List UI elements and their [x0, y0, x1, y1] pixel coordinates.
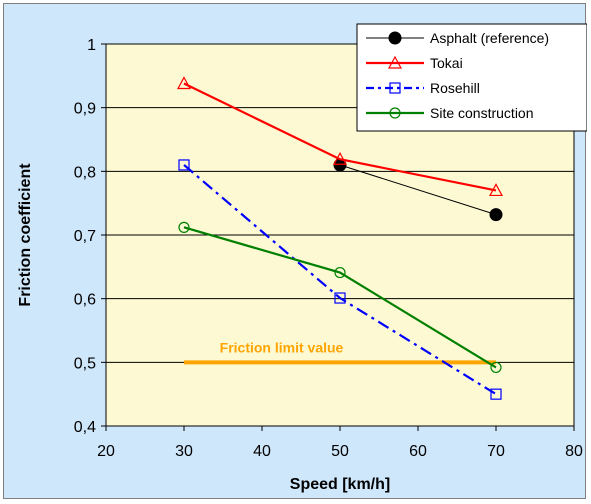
y-tick-label: 0,5	[74, 355, 96, 372]
axes	[101, 43, 575, 431]
data-point	[490, 388, 502, 400]
y-tick-label: 0,6	[74, 292, 96, 309]
series-line-1	[183, 82, 497, 192]
legend: Asphalt (reference) Tokai Rosehill Site con…	[356, 23, 587, 132]
series-line-2	[183, 164, 497, 396]
legend-label: Asphalt (reference)	[430, 30, 549, 46]
x-tick-label: 40	[253, 443, 271, 460]
data-point	[334, 266, 346, 279]
data-point	[490, 361, 502, 374]
y-axis-ticks: 0,4 0,5 0,6 0,7 0,8 0,9 1	[74, 37, 96, 436]
x-tick-label: 30	[175, 443, 193, 460]
data-point	[334, 292, 346, 304]
series-line-0	[339, 164, 497, 216]
y-tick-label: 0,8	[74, 164, 96, 181]
y-tick-label: 1	[87, 37, 96, 54]
legend-marker	[389, 82, 401, 94]
data-point	[332, 151, 348, 165]
y-tick-label: 0,7	[74, 228, 96, 245]
x-axis-ticks: 20 30 40 50 60 70 80	[97, 443, 583, 460]
x-tick-label: 50	[331, 443, 349, 460]
series-line-3	[183, 226, 497, 369]
friction-chart: 20 30 40 50 60 70 80 0,4 0,5 0,6 0,7 0,8 0,9 1 Frict…	[17, 23, 587, 493]
y-tick-label: 0,9	[74, 101, 96, 118]
x-tick-label: 70	[487, 443, 505, 460]
x-axis-title: Speed [km/h]	[290, 476, 390, 493]
legend-marker	[389, 107, 401, 119]
y-axis-title: Friction coefficient	[17, 163, 34, 307]
chart-frame: 20 30 40 50 60 70 80 0,4 0,5 0,6 0,7 0,8 0,9 1 Frict…	[3, 3, 587, 499]
x-tick-label: 60	[409, 443, 427, 460]
data-point	[178, 221, 190, 233]
data-point	[489, 208, 503, 222]
y-tick-label: 0,4	[74, 419, 96, 436]
legend-marker	[387, 55, 403, 69]
legend-label: Tokai	[430, 55, 463, 71]
series-group	[176, 76, 504, 400]
legend-label: Site construction	[430, 105, 534, 121]
legend-marker	[388, 31, 402, 45]
data-point	[178, 159, 190, 171]
legend-label: Rosehill	[430, 80, 480, 96]
plot-border	[105, 43, 575, 427]
x-tick-label: 80	[565, 443, 583, 460]
data-point	[176, 76, 192, 90]
x-tick-label: 20	[97, 443, 115, 460]
data-point	[488, 183, 504, 197]
friction-limit-label: Friction limit value	[220, 339, 344, 355]
